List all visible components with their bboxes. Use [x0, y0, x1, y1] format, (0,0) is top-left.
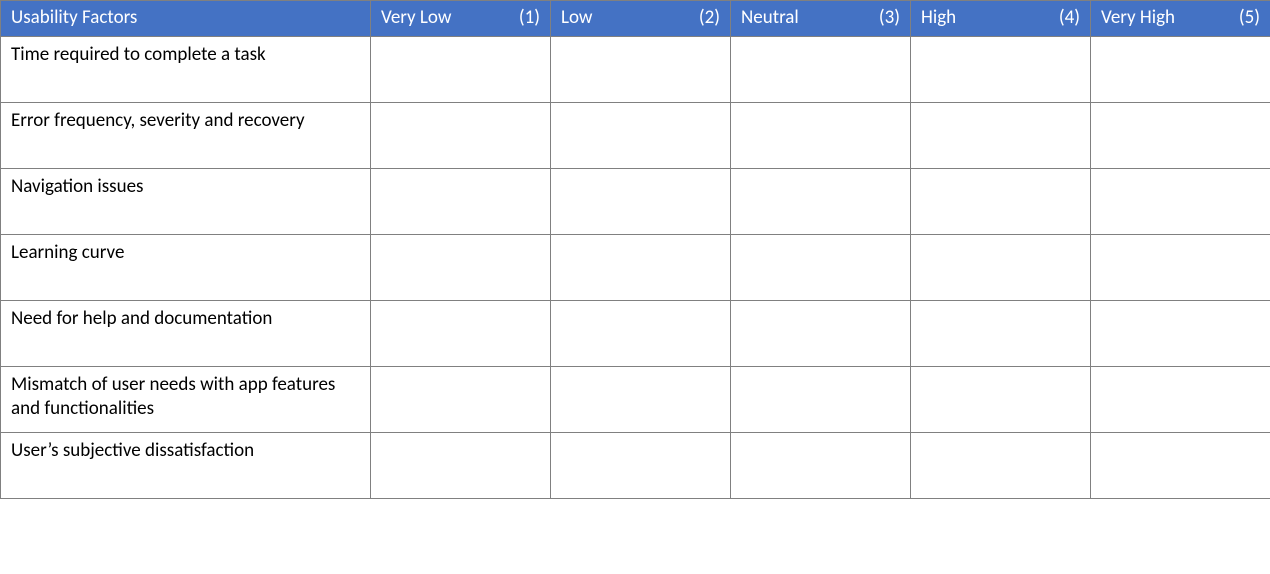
header-number: (2) — [699, 6, 720, 31]
rating-cell-high[interactable] — [911, 168, 1091, 234]
header-label: High — [921, 6, 956, 31]
rating-cell-very-high[interactable] — [1091, 168, 1270, 234]
factor-cell: User’s subjective dissatisfaction — [1, 432, 371, 498]
table-row: Need for help and documentation — [1, 300, 1270, 366]
header-label: Usability Factors — [11, 6, 137, 29]
rating-cell-very-low[interactable] — [371, 36, 551, 102]
rating-cell-very-high[interactable] — [1091, 102, 1270, 168]
rating-cell-neutral[interactable] — [731, 366, 911, 432]
rating-cell-high[interactable] — [911, 102, 1091, 168]
header-low: Low (2) — [551, 1, 731, 37]
header-label: Very Low — [381, 6, 451, 31]
table-row: User’s subjective dissatisfaction — [1, 432, 1270, 498]
factor-cell: Time required to complete a task — [1, 36, 371, 102]
rating-cell-neutral[interactable] — [731, 300, 911, 366]
rating-cell-low[interactable] — [551, 300, 731, 366]
rating-cell-low[interactable] — [551, 102, 731, 168]
header-neutral: Neutral (3) — [731, 1, 911, 37]
rating-cell-neutral[interactable] — [731, 102, 911, 168]
rating-cell-low[interactable] — [551, 234, 731, 300]
header-label: Very High — [1101, 6, 1175, 31]
header-very-high: Very High (5) — [1091, 1, 1270, 37]
rating-cell-neutral[interactable] — [731, 432, 911, 498]
rating-cell-neutral[interactable] — [731, 234, 911, 300]
rating-cell-high[interactable] — [911, 366, 1091, 432]
table-row: Mismatch of user needs with app features… — [1, 366, 1270, 432]
rating-cell-very-low[interactable] — [371, 300, 551, 366]
header-label: Low — [561, 6, 593, 31]
factor-cell: Navigation issues — [1, 168, 371, 234]
rating-cell-high[interactable] — [911, 432, 1091, 498]
rating-cell-neutral[interactable] — [731, 36, 911, 102]
rating-cell-very-high[interactable] — [1091, 36, 1270, 102]
factor-cell: Mismatch of user needs with app features… — [1, 366, 371, 432]
rating-cell-very-low[interactable] — [371, 366, 551, 432]
table-body: Time required to complete a task Error f… — [1, 36, 1270, 498]
rating-cell-high[interactable] — [911, 36, 1091, 102]
rating-cell-very-high[interactable] — [1091, 300, 1270, 366]
header-usability-factors: Usability Factors — [1, 1, 371, 37]
usability-table: Usability Factors Very Low (1) Low (2) N… — [0, 0, 1270, 499]
header-high: High (4) — [911, 1, 1091, 37]
rating-cell-very-high[interactable] — [1091, 234, 1270, 300]
header-very-low: Very Low (1) — [371, 1, 551, 37]
rating-cell-low[interactable] — [551, 432, 731, 498]
table-header: Usability Factors Very Low (1) Low (2) N… — [1, 1, 1270, 37]
usability-table-wrapper: Usability Factors Very Low (1) Low (2) N… — [0, 0, 1270, 499]
rating-cell-very-low[interactable] — [371, 168, 551, 234]
rating-cell-low[interactable] — [551, 36, 731, 102]
rating-cell-very-low[interactable] — [371, 102, 551, 168]
rating-cell-low[interactable] — [551, 366, 731, 432]
table-row: Time required to complete a task — [1, 36, 1270, 102]
rating-cell-very-low[interactable] — [371, 432, 551, 498]
table-header-row: Usability Factors Very Low (1) Low (2) N… — [1, 1, 1270, 37]
table-row: Error frequency, severity and recovery — [1, 102, 1270, 168]
header-number: (1) — [519, 6, 540, 31]
factor-cell: Error frequency, severity and recovery — [1, 102, 371, 168]
table-row: Navigation issues — [1, 168, 1270, 234]
factor-cell: Learning curve — [1, 234, 371, 300]
table-row: Learning curve — [1, 234, 1270, 300]
rating-cell-very-low[interactable] — [371, 234, 551, 300]
rating-cell-very-high[interactable] — [1091, 366, 1270, 432]
rating-cell-high[interactable] — [911, 300, 1091, 366]
rating-cell-high[interactable] — [911, 234, 1091, 300]
header-number: (4) — [1059, 6, 1080, 31]
header-label: Neutral — [741, 6, 799, 31]
rating-cell-low[interactable] — [551, 168, 731, 234]
header-number: (5) — [1239, 6, 1260, 31]
rating-cell-neutral[interactable] — [731, 168, 911, 234]
header-number: (3) — [879, 6, 900, 31]
rating-cell-very-high[interactable] — [1091, 432, 1270, 498]
factor-cell: Need for help and documentation — [1, 300, 371, 366]
